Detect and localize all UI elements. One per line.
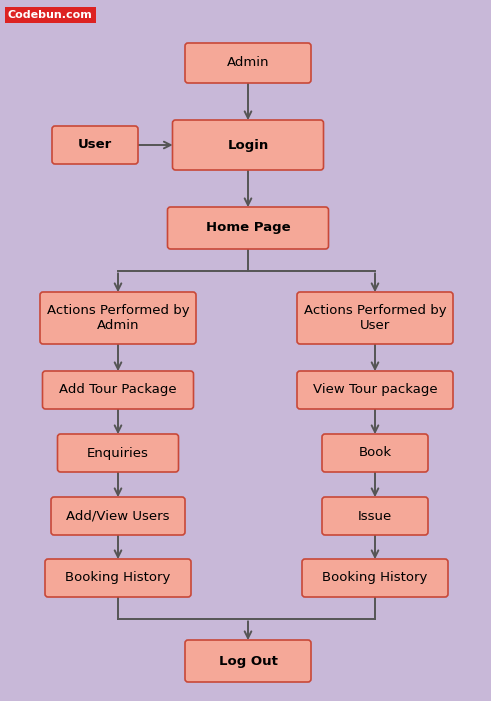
Text: User: User: [78, 139, 112, 151]
FancyBboxPatch shape: [45, 559, 191, 597]
Text: Admin: Admin: [227, 57, 269, 69]
Text: Enquiries: Enquiries: [87, 447, 149, 459]
FancyBboxPatch shape: [185, 640, 311, 682]
FancyBboxPatch shape: [185, 43, 311, 83]
FancyBboxPatch shape: [57, 434, 179, 472]
FancyBboxPatch shape: [167, 207, 328, 249]
Text: Login: Login: [227, 139, 269, 151]
FancyBboxPatch shape: [297, 292, 453, 344]
Text: Actions Performed by
User: Actions Performed by User: [304, 304, 446, 332]
FancyBboxPatch shape: [172, 120, 324, 170]
Text: Log Out: Log Out: [218, 655, 277, 667]
Text: View Tour package: View Tour package: [313, 383, 437, 397]
FancyBboxPatch shape: [297, 371, 453, 409]
FancyBboxPatch shape: [322, 497, 428, 535]
Text: Actions Performed by
Admin: Actions Performed by Admin: [47, 304, 190, 332]
FancyBboxPatch shape: [40, 292, 196, 344]
Text: Home Page: Home Page: [206, 222, 290, 235]
Text: Booking History: Booking History: [322, 571, 428, 585]
Text: Issue: Issue: [358, 510, 392, 522]
Text: Codebun.com: Codebun.com: [8, 10, 93, 20]
FancyBboxPatch shape: [43, 371, 193, 409]
FancyBboxPatch shape: [52, 126, 138, 164]
FancyBboxPatch shape: [322, 434, 428, 472]
Text: Add/View Users: Add/View Users: [66, 510, 170, 522]
Text: Add Tour Package: Add Tour Package: [59, 383, 177, 397]
FancyBboxPatch shape: [51, 497, 185, 535]
Text: Book: Book: [358, 447, 391, 459]
FancyBboxPatch shape: [302, 559, 448, 597]
Text: Booking History: Booking History: [65, 571, 171, 585]
